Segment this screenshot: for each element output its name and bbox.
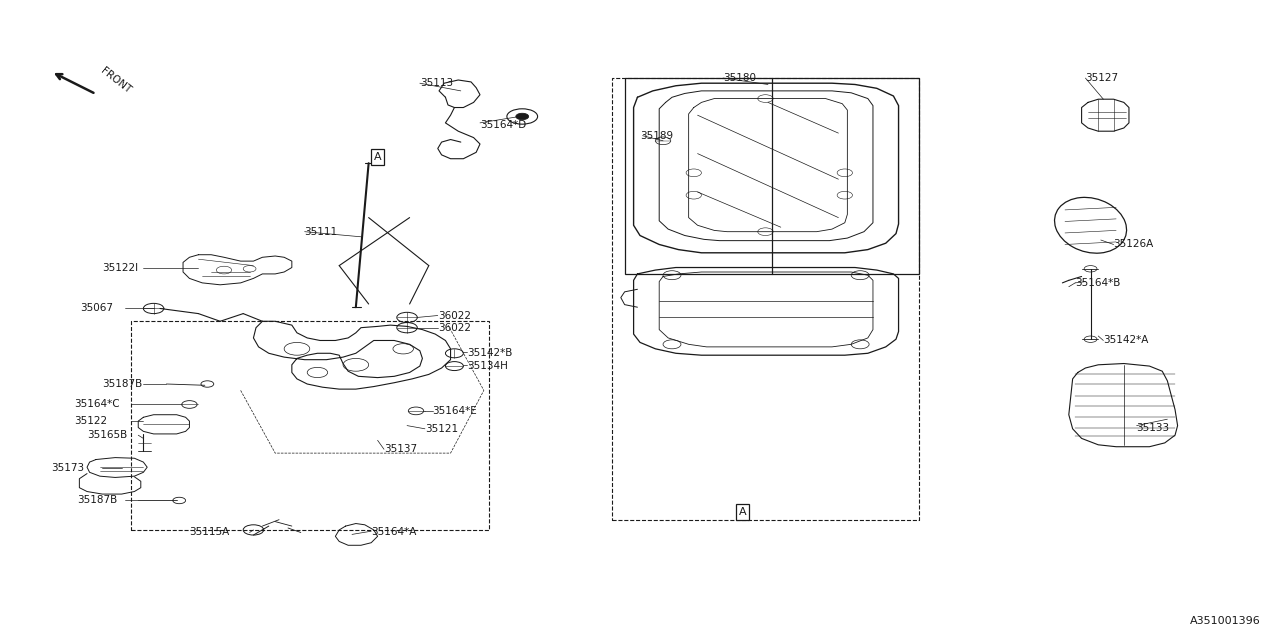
Circle shape: [516, 113, 529, 120]
Text: 36022: 36022: [438, 323, 471, 333]
Text: 35127: 35127: [1085, 73, 1119, 83]
Bar: [131, 321, 489, 530]
Text: 36022: 36022: [438, 310, 471, 321]
Text: 35189: 35189: [640, 131, 673, 141]
Text: 35165B: 35165B: [87, 430, 127, 440]
Text: 35126A: 35126A: [1114, 239, 1153, 250]
Text: 35111: 35111: [305, 227, 338, 237]
Text: 35164*D: 35164*D: [480, 120, 526, 130]
Text: 35164*C: 35164*C: [74, 399, 120, 410]
Ellipse shape: [1055, 197, 1126, 253]
Text: 35142*A: 35142*A: [1103, 335, 1148, 346]
Text: A351001396: A351001396: [1190, 616, 1261, 626]
Text: A: A: [739, 507, 746, 517]
Text: 35187B: 35187B: [77, 495, 116, 506]
Bar: [612, 78, 919, 520]
Text: 35122I: 35122I: [102, 262, 138, 273]
Text: 35164*A: 35164*A: [371, 527, 416, 538]
Text: 35180: 35180: [723, 73, 756, 83]
Text: FRONT: FRONT: [99, 66, 133, 95]
Text: 35067: 35067: [81, 303, 114, 314]
Bar: [625, 78, 919, 274]
Text: 35113: 35113: [420, 78, 453, 88]
Text: 35115A: 35115A: [189, 527, 229, 538]
Text: 35164*B: 35164*B: [1075, 278, 1120, 288]
Text: 35187B: 35187B: [102, 379, 142, 389]
Text: 35121: 35121: [425, 424, 458, 434]
Text: 35173: 35173: [51, 463, 84, 474]
Text: 35137: 35137: [384, 444, 417, 454]
Text: 35122: 35122: [74, 416, 108, 426]
Text: 35164*E: 35164*E: [433, 406, 477, 416]
Text: 35133: 35133: [1137, 422, 1170, 433]
Text: 35134H: 35134H: [467, 361, 508, 371]
Text: A: A: [374, 152, 381, 162]
Text: 35142*B: 35142*B: [467, 348, 512, 358]
